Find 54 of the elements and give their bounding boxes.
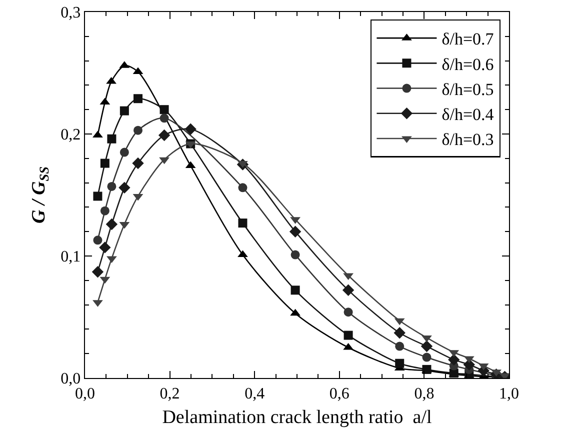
point [289,226,302,238]
point [238,183,248,192]
point [343,273,354,280]
point [344,330,353,340]
point [107,182,116,191]
legend-label: δ/h=0.3 [442,130,494,150]
point [100,206,110,216]
y-tick-label: 0,1 [60,248,81,266]
point [107,134,116,144]
x-axis-title: Delamination crack length ratio a/l [162,407,432,428]
x-tick-label: 1,0 [499,385,519,402]
point [290,286,300,295]
x-tick-label: 0,6 [329,385,350,402]
point [160,105,169,114]
point [342,284,354,296]
legend-label: δ/h=0.4 [442,105,494,124]
y-tick-label: 0,0 [60,370,81,388]
y-tick-label: 0,3 [60,4,81,22]
point [120,106,129,116]
x-tick-label: 0,8 [414,385,434,402]
point [184,123,196,135]
point [344,308,353,317]
x-tick-label: 0,0 [75,385,95,402]
point [238,218,248,228]
point [395,342,404,351]
x-tick-label: 0,2 [160,385,180,402]
legend-label: δ/h=0.7 [442,30,494,49]
point [106,218,118,230]
point [160,114,169,123]
point [100,158,110,168]
point [132,157,144,170]
point [134,126,142,135]
point [118,182,130,194]
point [92,266,104,278]
y-tick-label: 0,2 [60,126,81,144]
point [93,236,102,245]
x-tick-label: 0,4 [244,385,265,402]
point [238,250,248,258]
point [158,129,170,142]
point [420,340,433,352]
point [395,358,404,368]
legend-label: δ/h=0.5 [442,80,494,99]
point [290,308,300,316]
point [394,327,406,339]
point [448,354,460,366]
point [422,335,432,342]
point [120,148,129,157]
point [134,94,142,104]
point [93,192,102,201]
legend-label: δ/h=0.6 [442,54,494,74]
point [422,352,432,362]
point [290,250,300,260]
point [99,242,111,254]
point [159,157,170,164]
